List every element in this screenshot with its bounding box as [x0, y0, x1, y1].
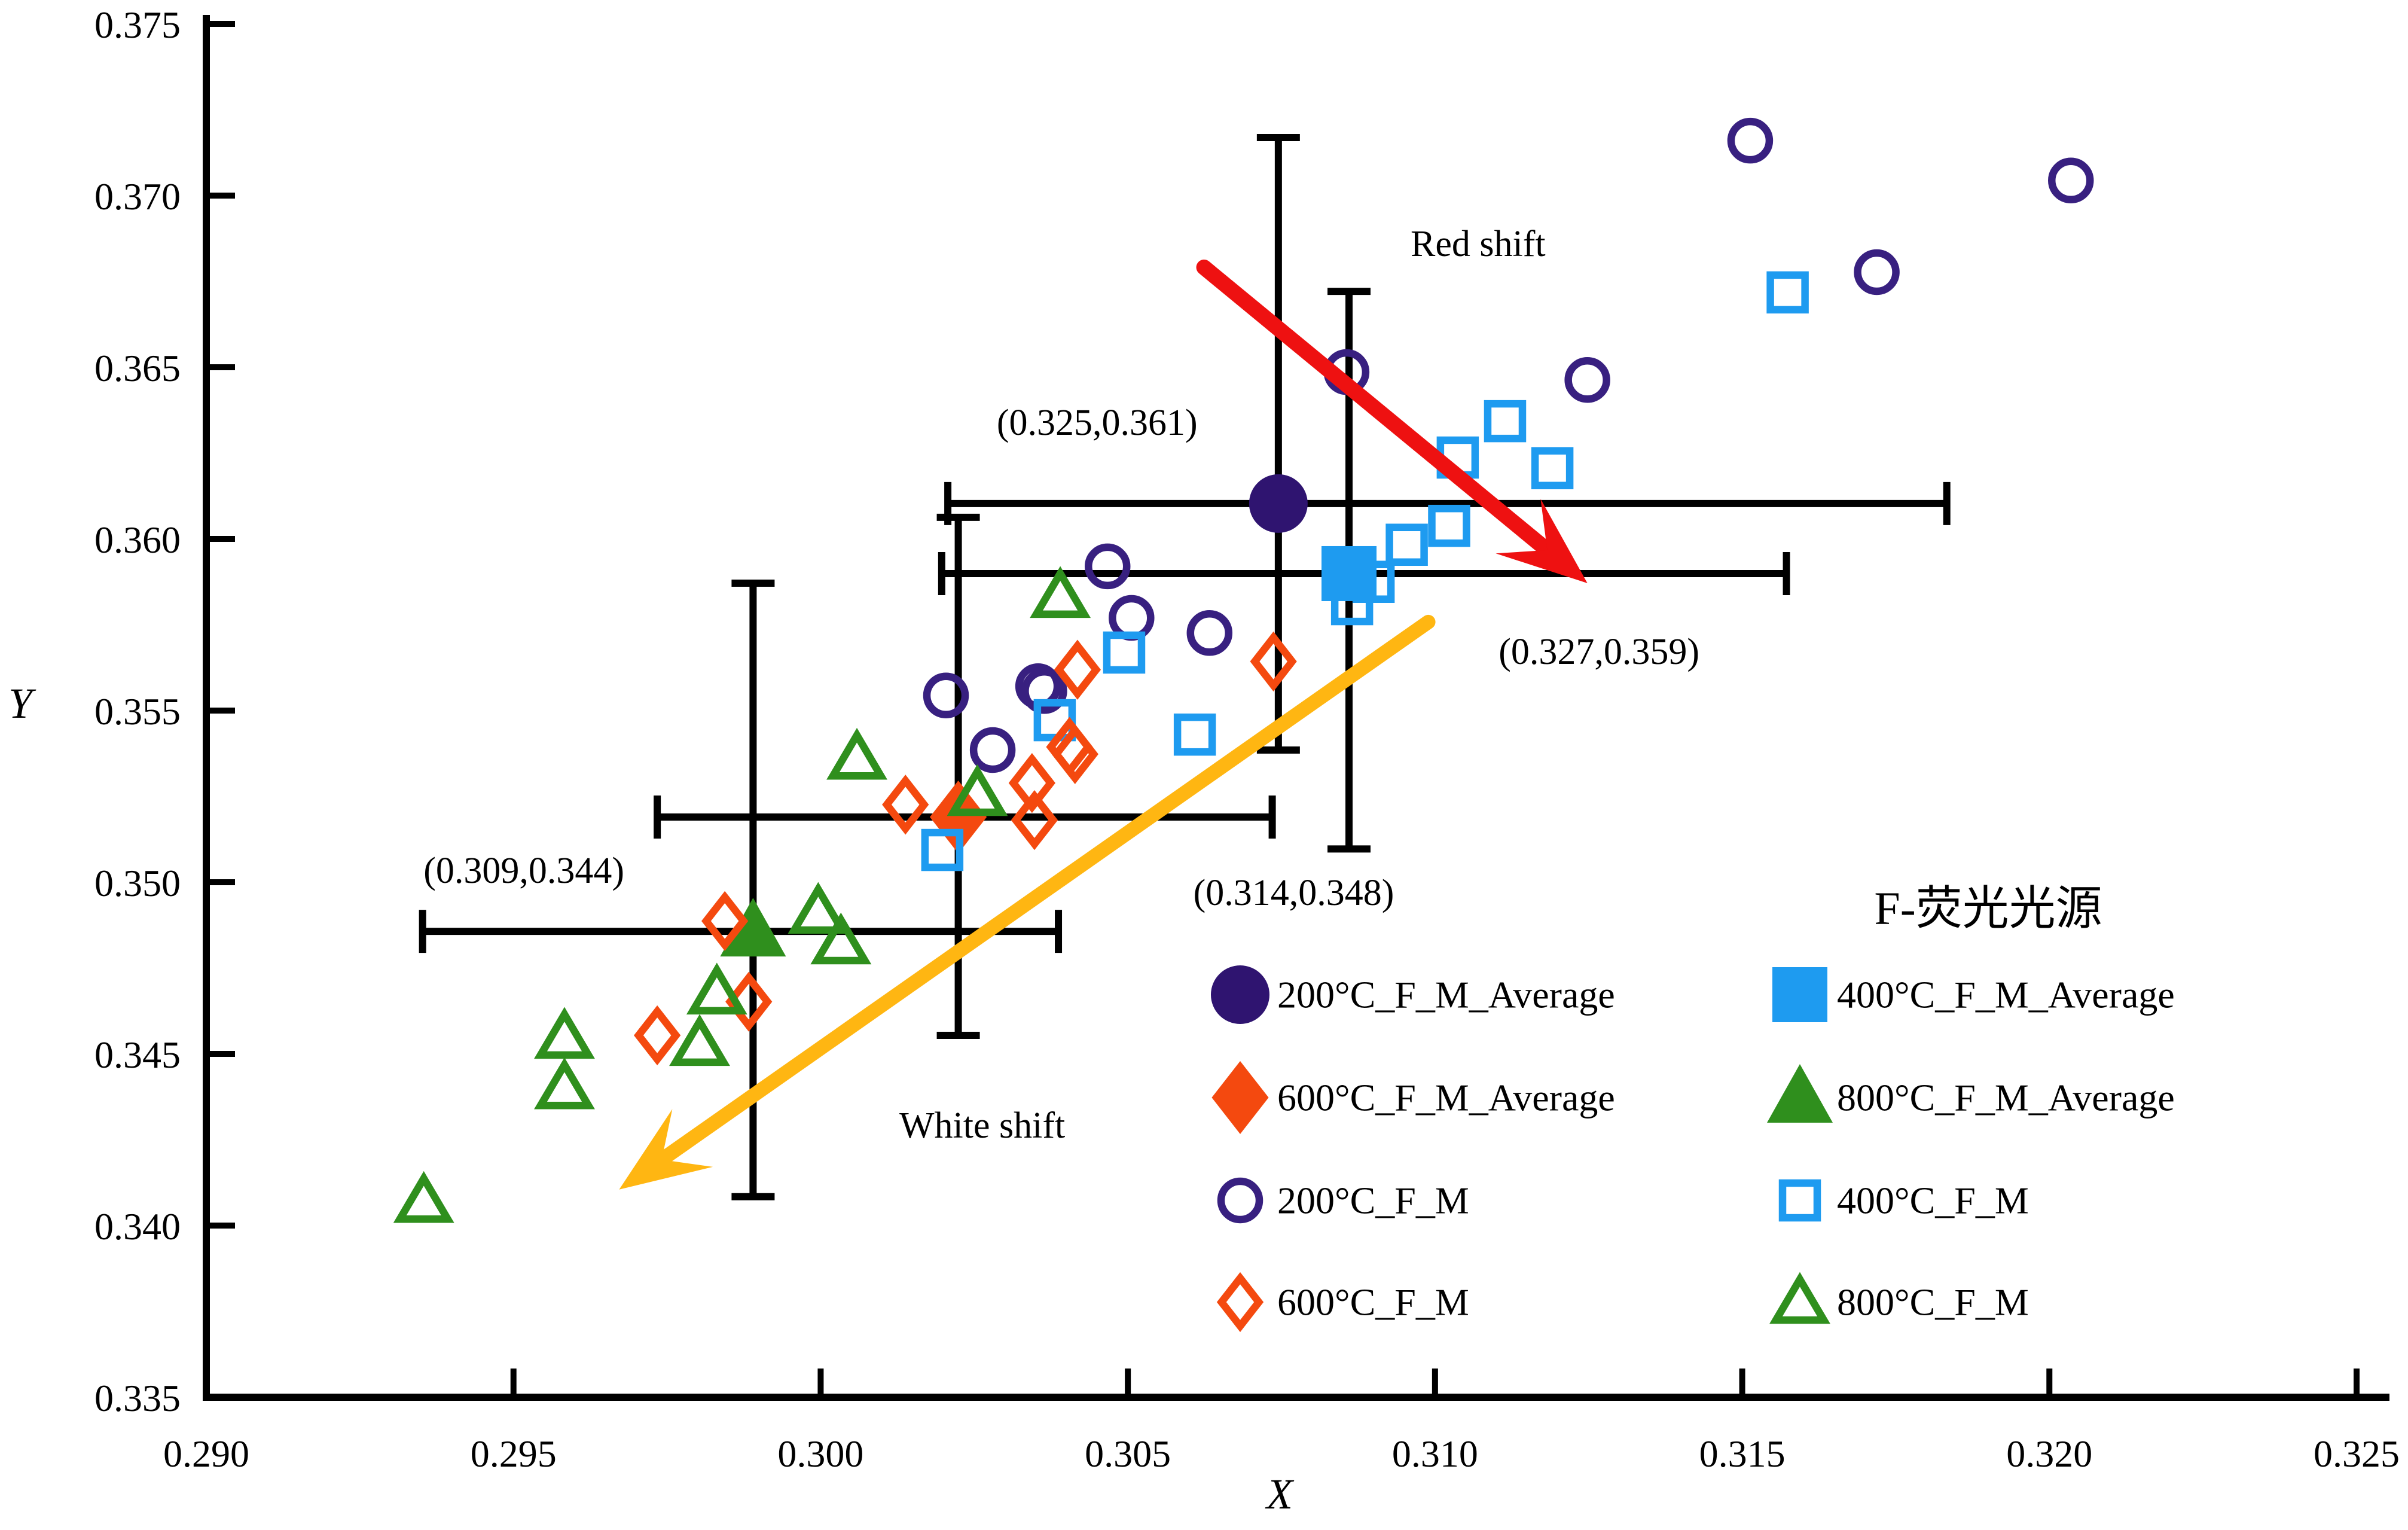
- point-s600: [1054, 639, 1101, 700]
- plot-area: 0.290 0.295 0.300 0.305 0.310 0.315 0.320 0.325…: [94, 4, 2400, 1475]
- point-avg800: [720, 898, 786, 957]
- point-s800: [1769, 1272, 1830, 1324]
- x-tick-label-0.295: 0.295: [471, 1433, 557, 1475]
- x-tick-label-0.305: 0.305: [1085, 1433, 1171, 1475]
- x-axis-title: X: [1265, 1470, 1295, 1518]
- y-tick-label-0.360: 0.360: [94, 519, 181, 561]
- point-s600: [701, 891, 749, 952]
- white-shift-arrow-head: [619, 1109, 713, 1190]
- point-s800: [826, 727, 887, 780]
- red-shift-arrow-head: [1496, 499, 1588, 584]
- point-s200: [2047, 157, 2094, 203]
- legend-label-avg800: 800°C_F_M_Average: [1837, 1077, 2175, 1119]
- legend-label-avg400: 400°C_F_M_Average: [1837, 974, 2175, 1016]
- point-s400: [1778, 1179, 1821, 1222]
- point-s400: [1103, 631, 1146, 674]
- point-s200: [1084, 543, 1131, 590]
- point-s200: [969, 727, 1016, 773]
- point-s600: [882, 775, 929, 835]
- red-shift-arrow-shaft: [1196, 259, 1555, 558]
- point-s800: [788, 882, 849, 934]
- label-200-average-coords: (0.325,0.361): [997, 403, 1198, 443]
- y-tick-label-0.365: 0.365: [94, 347, 181, 389]
- point-s800: [534, 1007, 595, 1059]
- x-tick-label-0.315: 0.315: [1699, 1433, 1786, 1475]
- point-s200: [1021, 668, 1067, 714]
- label-600-average-coords: (0.314,0.348): [1194, 873, 1394, 913]
- point-s200: [1217, 1177, 1263, 1224]
- legend-label-avg600: 600°C_F_M_Average: [1277, 1077, 1615, 1119]
- legend-title: F-荧光光源: [1874, 882, 2102, 934]
- point-s400: [1484, 400, 1527, 443]
- x-tick-label-0.325: 0.325: [2314, 1433, 2400, 1475]
- point-s400: [1531, 447, 1574, 490]
- white-shift-arrow-shaft: [654, 614, 1436, 1167]
- point-s600: [634, 1005, 681, 1066]
- y-axis-title: Y: [8, 679, 36, 727]
- x-tick-label-0.310: 0.310: [1392, 1433, 1478, 1475]
- label-800-average-coords: (0.309,0.344): [423, 851, 624, 891]
- y-tick-label-0.370: 0.370: [94, 175, 181, 218]
- point-s600: [1051, 724, 1098, 785]
- point-s800: [810, 912, 872, 965]
- y-tick-label-0.350: 0.350: [94, 862, 181, 904]
- y-tick-label-0.340: 0.340: [94, 1205, 181, 1248]
- point-avg400: [1321, 545, 1377, 601]
- red-shift-label: Red shift: [1411, 224, 1546, 264]
- point-s200: [1564, 356, 1610, 403]
- point-s800: [947, 764, 1008, 816]
- point-avg600: [1211, 1061, 1269, 1134]
- point-s400: [1173, 713, 1216, 756]
- x-tick-label-0.290: 0.290: [163, 1433, 249, 1475]
- legend-label-avg200: 200°C_F_M_Average: [1277, 974, 1615, 1016]
- point-s200: [1109, 595, 1155, 641]
- point-avg400: [1772, 967, 1827, 1022]
- point-s800: [534, 1057, 595, 1110]
- point-s400: [1766, 271, 1809, 314]
- point-s600: [1250, 631, 1297, 692]
- legend-label-s800: 800°C_F_M: [1837, 1281, 2029, 1324]
- point-s400: [921, 828, 964, 871]
- point-s600: [725, 971, 773, 1032]
- legend-label-s600: 600°C_F_M: [1277, 1281, 1469, 1324]
- point-avg200: [1211, 965, 1269, 1024]
- point-avg800: [1767, 1064, 1833, 1123]
- y-tick-label-0.345: 0.345: [94, 1034, 181, 1076]
- point-s200: [1727, 117, 1774, 164]
- point-s800: [669, 1014, 730, 1066]
- point-s200: [923, 672, 969, 718]
- point-s600: [1008, 752, 1055, 813]
- point-s200: [1854, 249, 1900, 295]
- point-s800: [1030, 566, 1091, 618]
- point-s800: [393, 1171, 454, 1223]
- point-s400: [1385, 523, 1428, 566]
- x-tick-label-0.300: 0.300: [777, 1433, 863, 1475]
- y-tick-label-0.375: 0.375: [94, 4, 181, 46]
- point-s200: [1186, 610, 1233, 656]
- x-tick-label-0.320: 0.320: [2006, 1433, 2092, 1475]
- point-s800: [686, 962, 747, 1015]
- label-400-average-coords: (0.327,0.359): [1498, 632, 1699, 672]
- y-tick-label-0.355: 0.355: [94, 690, 181, 733]
- point-s400: [1428, 504, 1470, 547]
- point-avg200: [1249, 474, 1308, 533]
- legend-label-s200: 200°C_F_M: [1277, 1179, 1469, 1222]
- legend-label-s400: 400°C_F_M: [1837, 1179, 2029, 1222]
- point-s600: [1216, 1272, 1264, 1333]
- white-shift-label: White shift: [899, 1105, 1065, 1146]
- point-s600: [1011, 790, 1058, 851]
- y-tick-label-0.335: 0.335: [94, 1377, 181, 1419]
